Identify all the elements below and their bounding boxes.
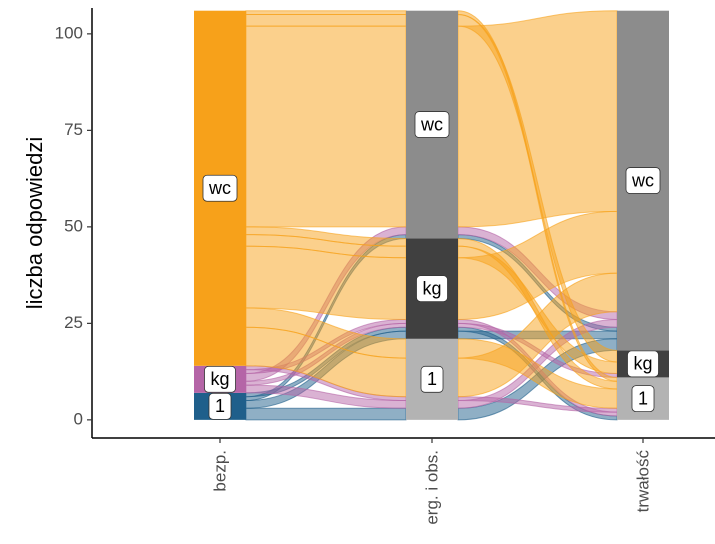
- x-tick-label: erg. i obs.: [422, 450, 441, 525]
- stratum-label-text: 1: [427, 369, 437, 389]
- label-box: [204, 365, 236, 393]
- stratum-label-text: kg: [210, 369, 229, 389]
- stratum-label: wc: [625, 167, 661, 194]
- label-box: [627, 350, 659, 378]
- y-tick-label: 0: [74, 409, 83, 428]
- stratum-label-text: 1: [638, 388, 648, 408]
- stratum-label: kg: [416, 275, 448, 303]
- label-box: [625, 167, 661, 194]
- label-box: [416, 275, 448, 303]
- label-box: [420, 365, 444, 393]
- label-box: [631, 385, 655, 413]
- label-box: [208, 392, 232, 420]
- stratum-label-text: kg: [633, 354, 652, 374]
- stratum-label-text: wc: [631, 170, 654, 190]
- label-box: [202, 174, 238, 202]
- x-tick-label: bezp.: [210, 450, 229, 492]
- stratum-label-text: wc: [420, 114, 443, 134]
- y-tick-label: 75: [64, 120, 83, 139]
- x-tick-label: trwałość: [633, 450, 652, 513]
- flow: [245, 10, 407, 16]
- stratum-label-text: 1: [215, 396, 225, 416]
- flow: [245, 407, 407, 421]
- stratum-label-text: kg: [422, 278, 441, 298]
- label-box: [414, 111, 450, 138]
- y-axis-label: liczba odpowiedzi: [22, 137, 47, 309]
- stratum-label: 1: [631, 385, 655, 413]
- stratum-label-text: wc: [208, 178, 231, 198]
- y-tick-label: 25: [64, 313, 83, 332]
- stratum-label: wc: [414, 111, 450, 138]
- stratum-label: kg: [627, 350, 659, 378]
- y-tick-label: 100: [55, 23, 83, 42]
- y-tick-label: 50: [64, 216, 83, 235]
- flow: [245, 14, 407, 27]
- stratum-label: 1: [420, 365, 444, 393]
- stratum-label: wc: [202, 174, 238, 202]
- flow: [245, 25, 407, 228]
- stratum-label: 1: [208, 392, 232, 420]
- stratum-label: kg: [204, 365, 236, 393]
